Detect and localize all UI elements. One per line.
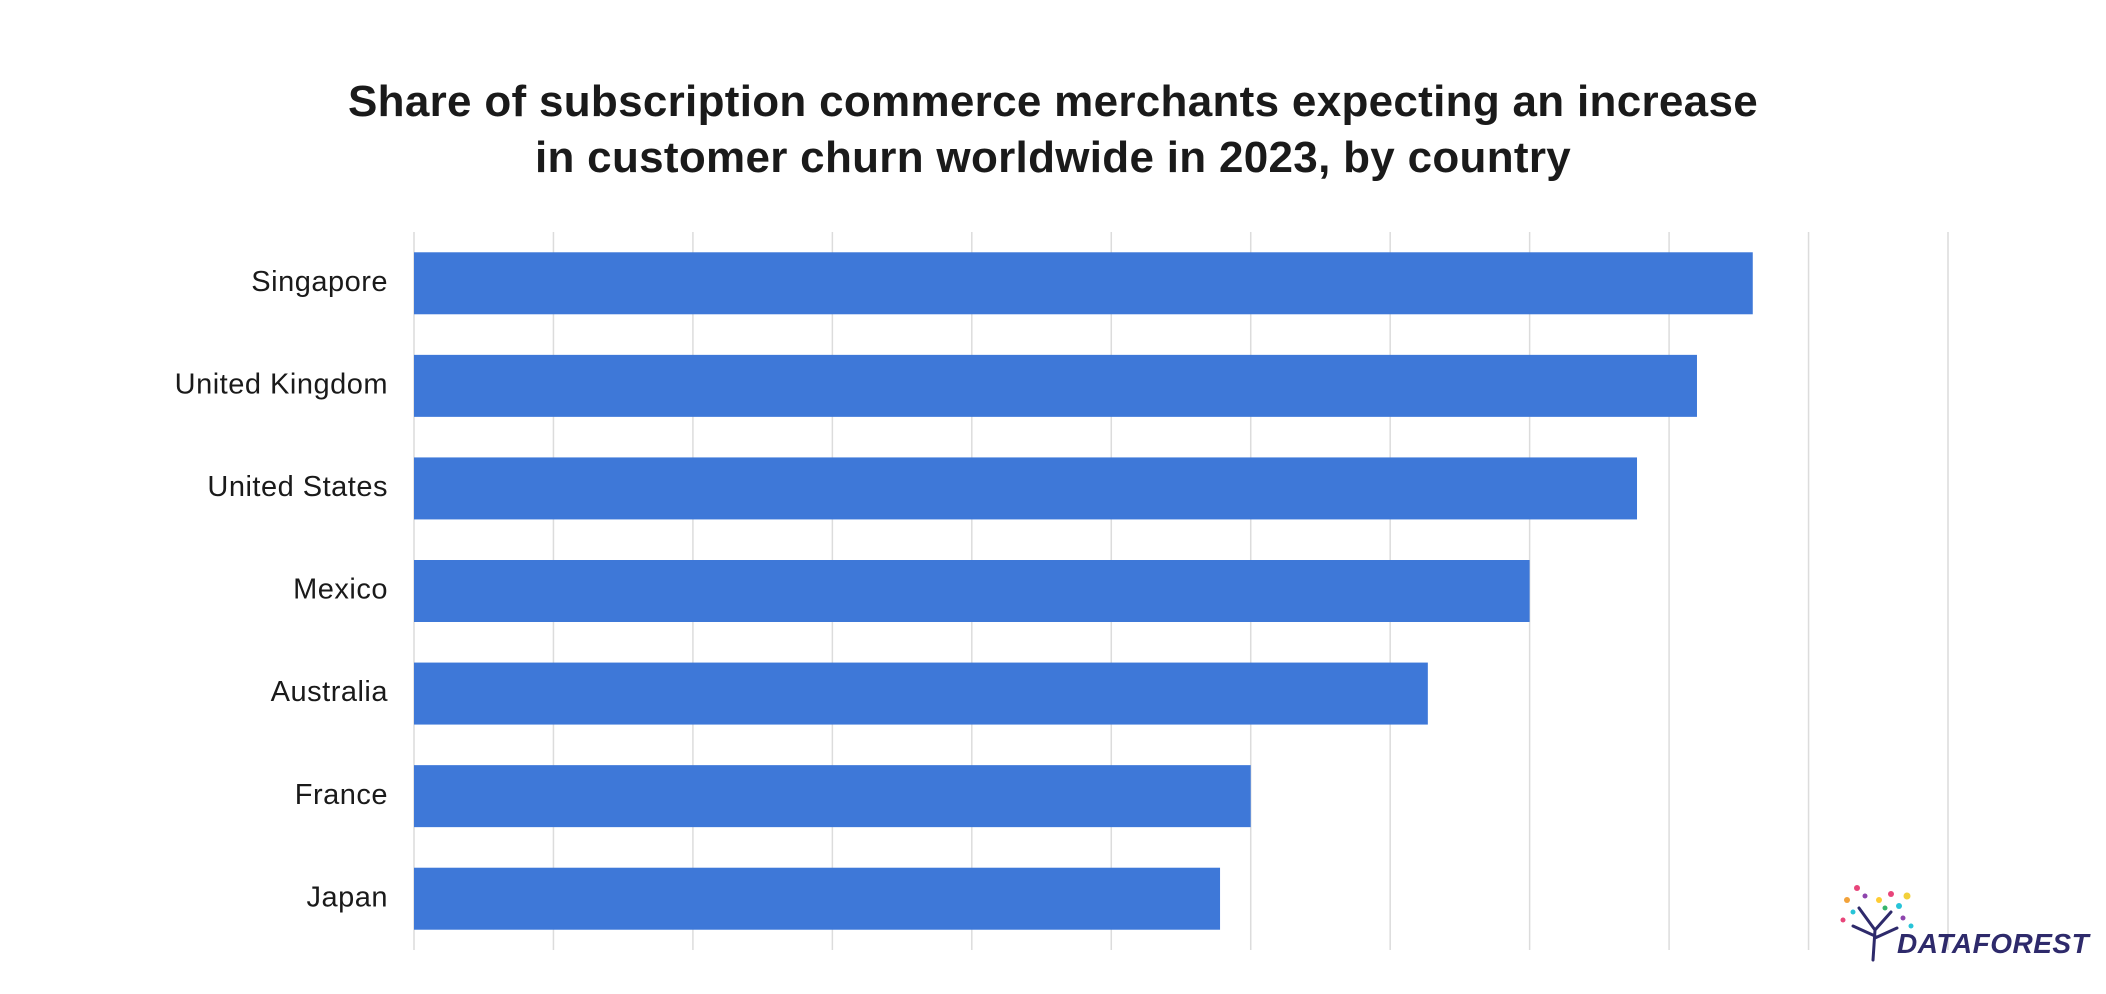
bar-mexico <box>414 560 1530 622</box>
category-label: Australia <box>271 676 389 708</box>
category-label: Mexico <box>293 574 388 606</box>
category-label: Singapore <box>251 266 388 298</box>
chart-title-line-1: Share of subscription commerce merchants… <box>348 77 1758 126</box>
category-label: United Kingdom <box>175 369 388 401</box>
bar-united-states <box>414 457 1638 520</box>
tree-icon <box>1840 885 1914 962</box>
bar-singapore <box>414 252 1753 315</box>
logo-text: DATAFOREST <box>1897 928 2090 959</box>
category-label: Japan <box>306 881 388 913</box>
chart-title-line-2: in customer churn worldwide in 2023, by … <box>534 133 1572 182</box>
bar-japan <box>414 867 1221 930</box>
chart-title: Share of subscription commerce merchants… <box>0 74 2106 186</box>
category-label: France <box>295 779 388 811</box>
bar-united-kingdom <box>414 354 1697 417</box>
bar-australia <box>414 662 1428 725</box>
category-label: United States <box>207 471 388 503</box>
bar-france <box>414 765 1251 828</box>
dataforest-logo: DATAFOREST <box>1835 878 2089 968</box>
